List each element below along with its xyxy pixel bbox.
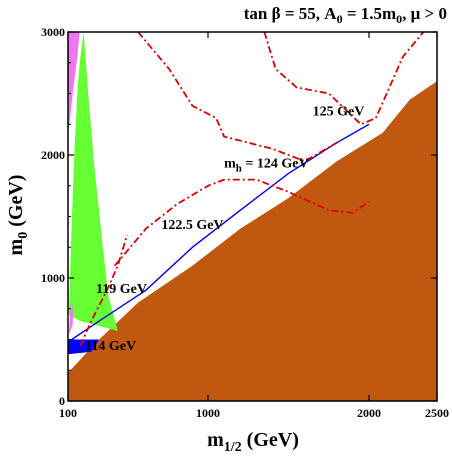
region-pink-bottom xyxy=(68,302,74,335)
x-axis-title: m1/2 (GeV) xyxy=(207,429,299,455)
contour-label-5: 114 GeV xyxy=(85,339,136,354)
plot-clip-group xyxy=(68,32,437,401)
region-green-band xyxy=(68,32,118,331)
contour-label-3: 122.5 GeV xyxy=(161,218,223,233)
contour-line-5 xyxy=(263,32,425,126)
contour-line-4 xyxy=(137,32,338,163)
contour-label-4: 119 GeV xyxy=(96,282,147,297)
y-axis-title: m0 (GeV) xyxy=(5,175,31,256)
contour-label-2: mh = 124 GeV xyxy=(224,156,309,174)
y-tick-label: 3000 xyxy=(41,25,65,39)
x-tick-label: 2500 xyxy=(425,406,449,420)
y-tick-label: 2000 xyxy=(41,148,65,162)
contour-label-1: 125 GeV xyxy=(313,105,365,120)
chart-title: tan β = 55, A0 = 1.5m0, μ > 0 xyxy=(244,4,447,26)
contour-line-2 xyxy=(79,234,128,346)
y-tick-label: 0 xyxy=(59,394,65,408)
region-blue-bottom xyxy=(68,339,100,355)
y-tick-label: 1000 xyxy=(41,271,65,285)
x-tick-label: 1000 xyxy=(196,406,220,420)
x-tick-label: 2000 xyxy=(357,406,381,420)
region-excluded-brown xyxy=(68,81,437,401)
plot-area: 100 1000 2000 2500 0 1000 2000 3000 125 GeV mh = … xyxy=(41,25,449,420)
x-tick-label: 100 xyxy=(59,406,77,420)
region-pink-top xyxy=(68,32,80,131)
